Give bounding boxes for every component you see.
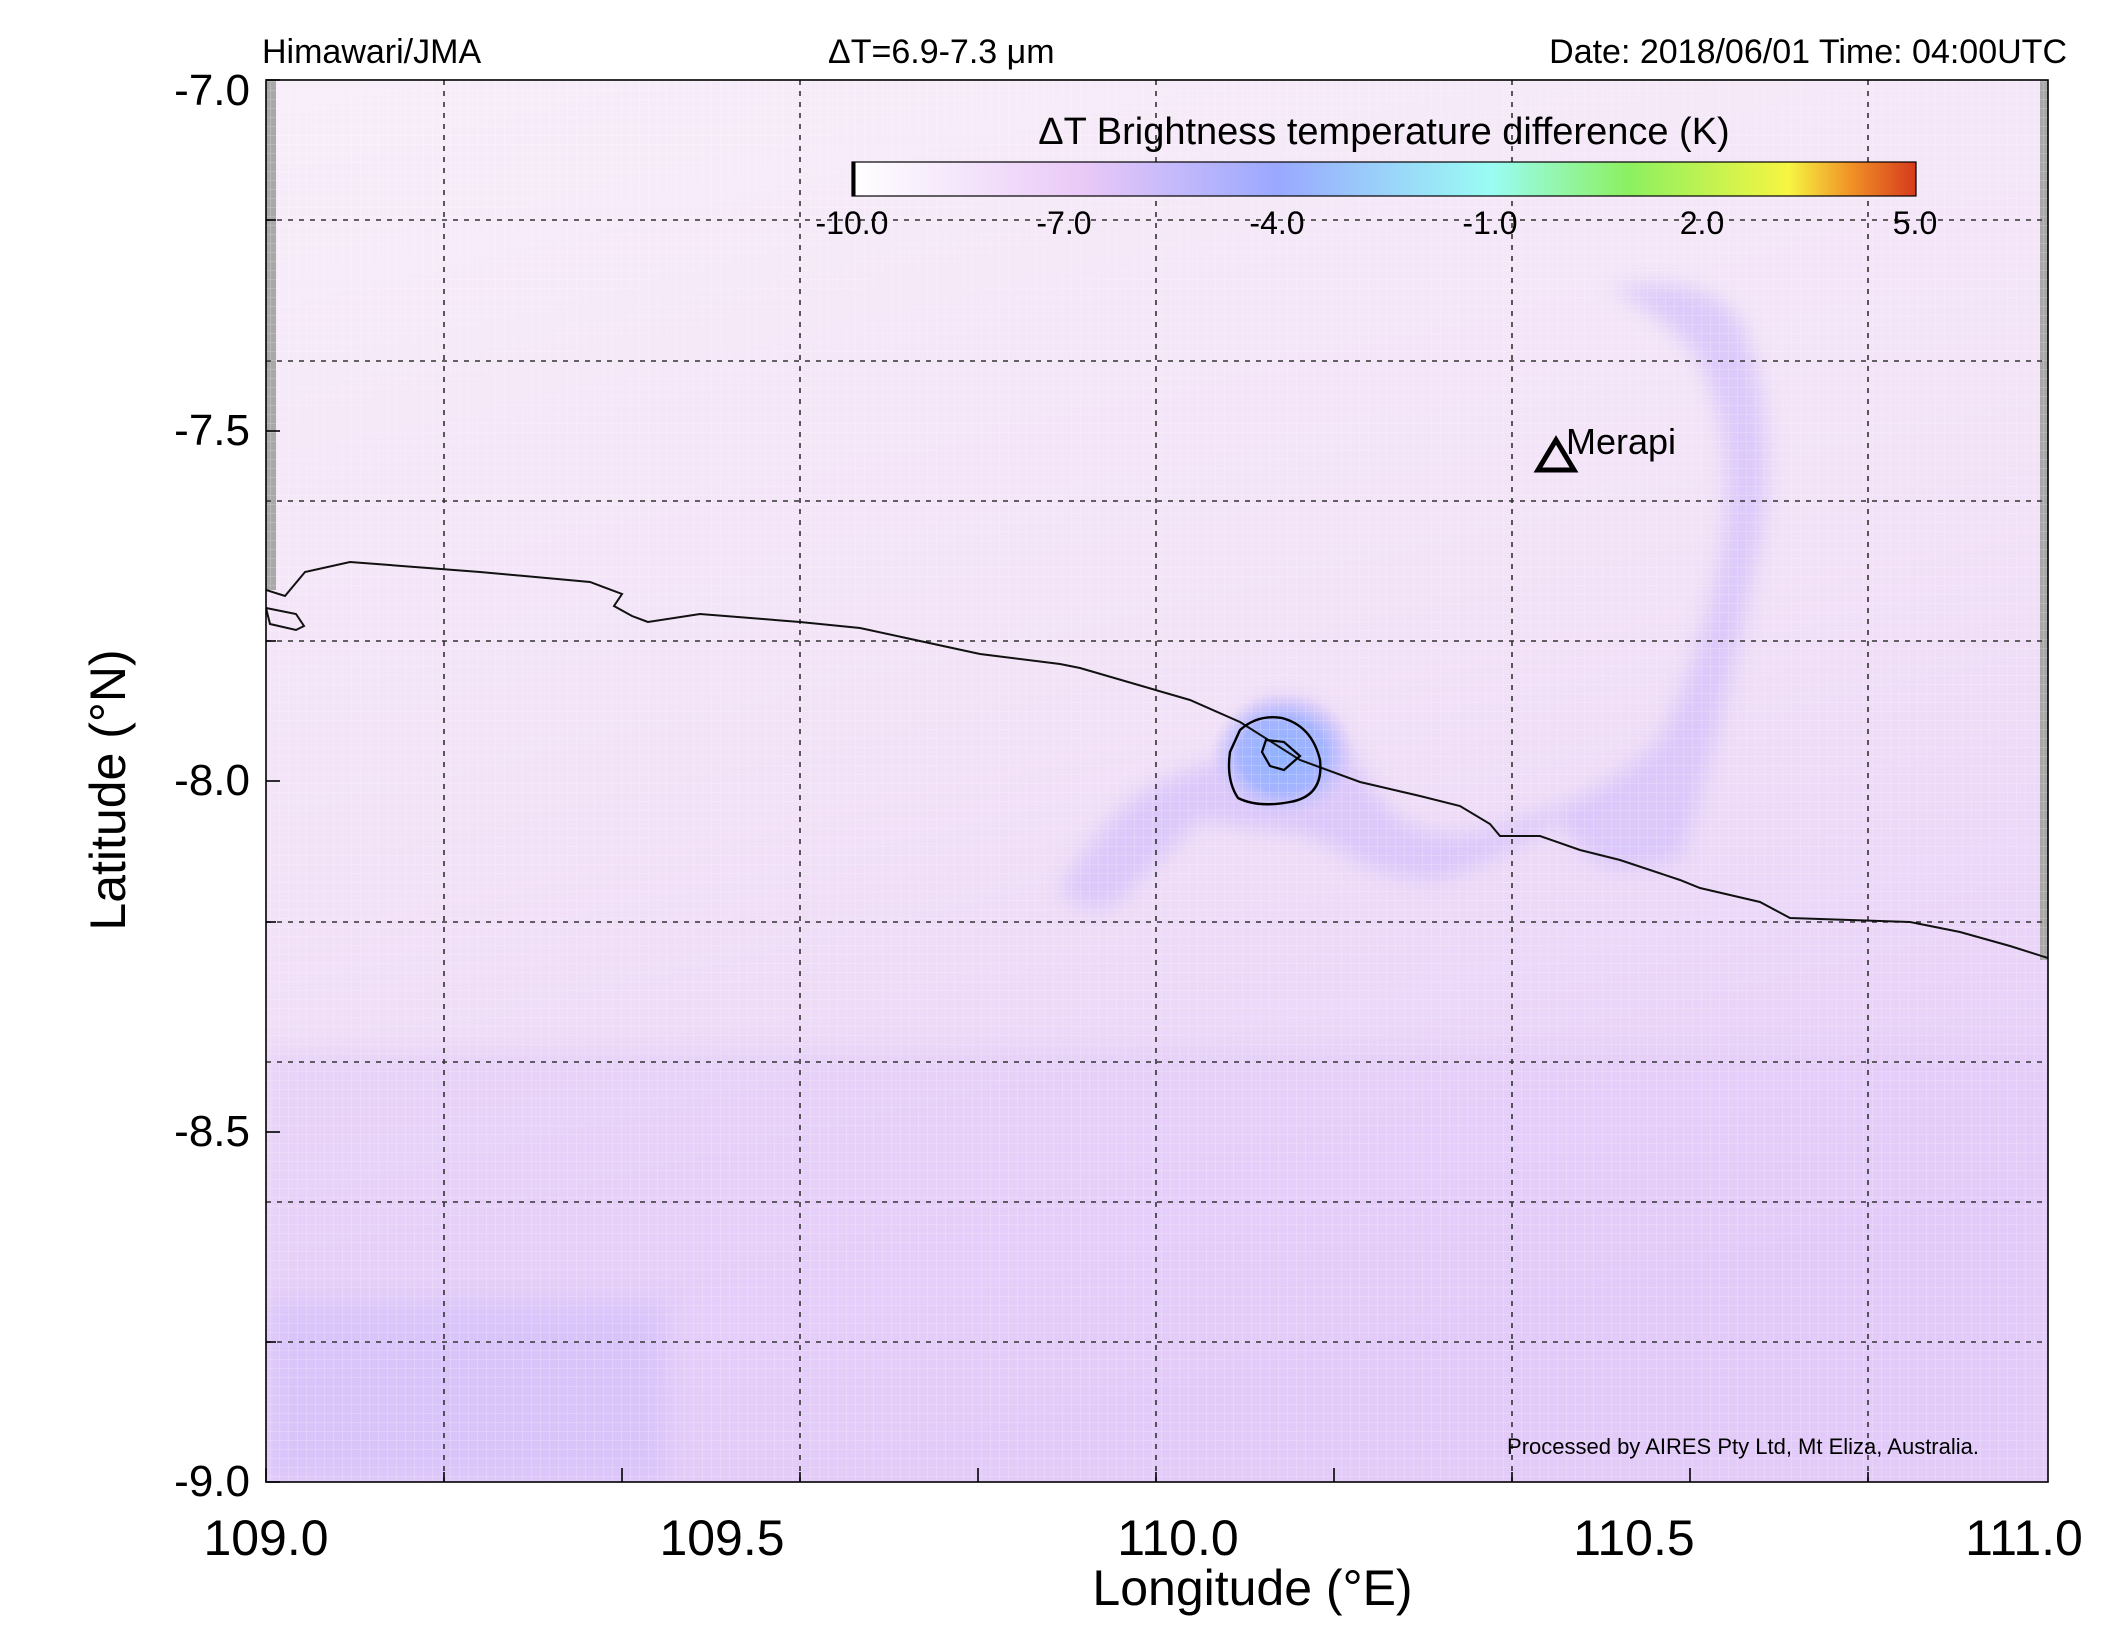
contour-inner bbox=[1260, 738, 1302, 772]
colorbar-tick: -10.0 bbox=[815, 205, 889, 241]
band-label: ΔT=6.9-7.3 μm bbox=[828, 33, 1055, 71]
colorbar-title: ΔT Brightness temperature difference (K) bbox=[1038, 111, 1730, 153]
graticule bbox=[266, 80, 2048, 1482]
colorbar bbox=[851, 161, 1917, 197]
x-tick-label: 109.0 bbox=[203, 1510, 329, 1566]
credit-text: Processed by AIRES Pty Ltd, Mt Eliza, Au… bbox=[1507, 1434, 1979, 1459]
x-tick-label: 110.5 bbox=[1573, 1510, 1695, 1566]
colorbar-tick: -4.0 bbox=[1249, 205, 1305, 241]
y-tick-label: -7.0 bbox=[174, 66, 250, 115]
axis-ticks bbox=[265, 79, 1869, 1483]
datetime-label: Date: 2018/06/01 Time: 04:00UTC bbox=[1549, 33, 2067, 71]
x-tick-label: 109.5 bbox=[659, 1510, 785, 1566]
x-axis-label: Longitude (°E) bbox=[1092, 1560, 1413, 1616]
volcano-triangle-icon bbox=[1533, 435, 1579, 473]
y-tick-label: -9.0 bbox=[174, 1457, 250, 1506]
y-tick-label: -8.5 bbox=[174, 1107, 250, 1156]
colorbar-tick: 2.0 bbox=[1679, 205, 1725, 241]
brightness-temperature-field bbox=[266, 80, 2048, 1482]
colorbar-tick: -7.0 bbox=[1036, 205, 1092, 241]
colorbar-tick: -1.0 bbox=[1462, 205, 1518, 241]
y-tick-label: -8.0 bbox=[174, 756, 250, 805]
x-tick-label: 110.0 bbox=[1117, 1510, 1239, 1566]
data-source-label: Himawari/JMA bbox=[262, 33, 482, 71]
y-axis-label: Latitude (°N) bbox=[80, 649, 136, 931]
colorbar-tick: 5.0 bbox=[1892, 205, 1938, 241]
x-tick-label: 111.0 bbox=[1965, 1510, 2083, 1566]
volcano-label: Merapi bbox=[1566, 421, 1677, 462]
y-tick-label: -7.5 bbox=[174, 406, 250, 455]
contour-outer bbox=[1227, 716, 1322, 806]
